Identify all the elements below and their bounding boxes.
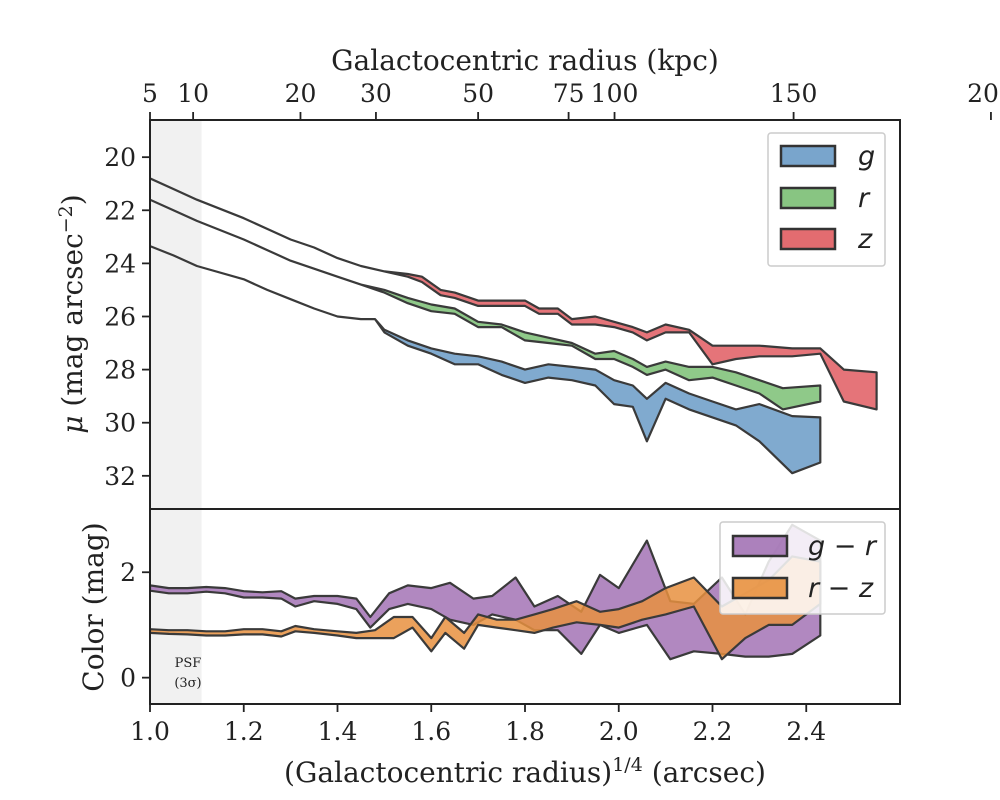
bottom-xlabel: (Galactocentric radius)1/4 (arcsec) [284,754,766,789]
top-xlabel: Galactocentric radius (kpc) [331,44,719,77]
psf-shade-bottom [150,509,202,704]
legend-label-z: z [857,224,873,255]
bottom-ylabel: Color (mag) [77,522,110,691]
top-xtick-label: 5 [142,79,158,108]
bottom-xtick-label: 1.2 [224,717,264,746]
top-xtick-label: 75 [553,79,585,108]
top-xtick-label: 30 [360,79,392,108]
bottom-ytick-label: 2 [120,558,136,587]
top-xtick-label: 200 [967,79,1000,108]
bottom-ytick-label: 0 [120,664,136,693]
top-xtick-label: 10 [177,79,209,108]
bottom-legend: g − r r − z [719,521,886,615]
top-xtick-label: 150 [770,79,818,108]
band-r [150,198,822,411]
legend-label-g-r: g − r [808,531,878,562]
top-y-ticks: 20 22 24 26 28 30 32 [104,143,150,491]
color-panel: 02 1.0 1.2 1.4 1.6 1.8 2.0 2.2 2.4 PSF (3σ) Col… [77,508,901,789]
bottom-xtick-label: 2.2 [693,717,733,746]
bottom-xtick-label: 1.0 [130,717,170,746]
top-ytick-label: 32 [104,462,136,491]
psf-shade-top [150,120,202,509]
bottom-y-ticks: 02 [120,558,150,693]
top-ylabel: μ (mag arcsec−2) [55,194,89,433]
bottom-xtick-label: 2.4 [786,717,826,746]
top-ytick-label: 24 [104,249,136,278]
top-ytick-label: 20 [104,143,136,172]
top-ytick-label: 28 [104,356,136,385]
top-ytick-label: 26 [104,302,136,331]
legend-swatch-r [779,186,837,210]
legend-label-g: g [858,141,875,172]
top-xtick-label: 100 [591,79,639,108]
psf-label-line1: PSF [175,656,202,671]
bottom-xtick-label: 1.6 [411,717,451,746]
surface-brightness-series [150,177,878,475]
bottom-x-ticks: 1.0 1.2 1.4 1.6 1.8 2.0 2.2 2.4 [130,704,826,746]
band-g [150,245,822,475]
band-z [150,177,878,411]
top-ytick-label: 22 [104,196,136,225]
legend-swatch-r-z [731,576,789,600]
top-xtick-label: 50 [462,79,494,108]
top-ytick-label: 30 [104,409,136,438]
band-g-r [150,523,822,661]
legend-swatch-z [779,227,837,251]
top-xtick-label: 20 [285,79,317,108]
legend-label-r: r [858,183,871,214]
psf-label-line2: (3σ) [174,676,201,691]
bottom-xtick-label: 1.8 [505,717,545,746]
legend-swatch-g-r [731,534,789,558]
legend-label-r-z: r − z [808,573,874,604]
bottom-xtick-label: 1.4 [318,717,358,746]
top-legend: g r z [767,132,886,267]
bottom-xtick-label: 2.0 [599,717,639,746]
legend-swatch-g [779,144,837,168]
